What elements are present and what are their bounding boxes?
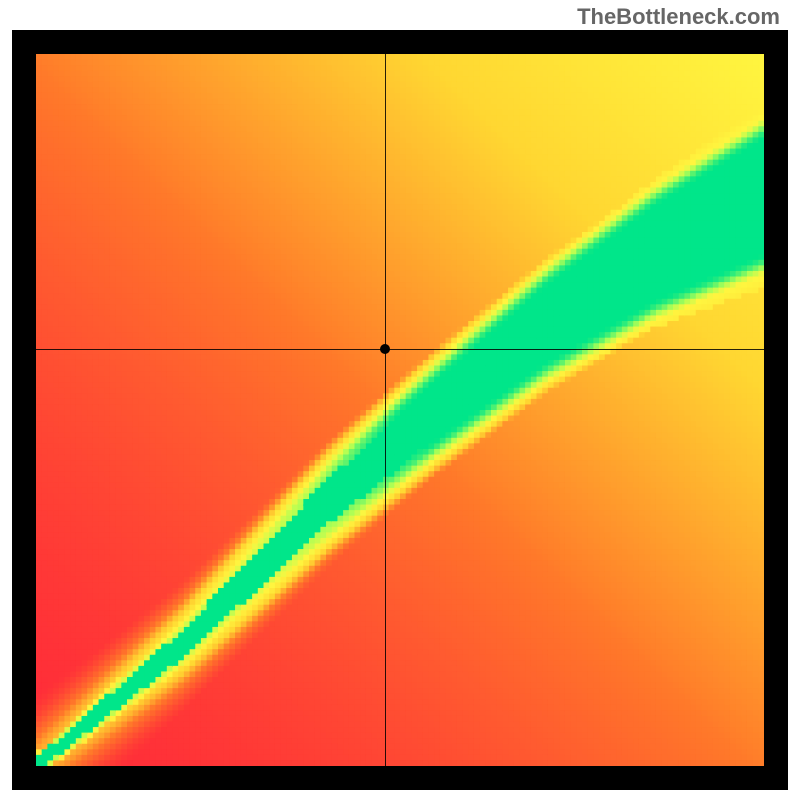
- chart-frame: [12, 30, 788, 790]
- crosshair-horizontal: [36, 349, 764, 350]
- heatmap-plot: [36, 54, 764, 766]
- heatmap-canvas: [36, 54, 764, 766]
- marker-dot: [380, 344, 390, 354]
- attribution-text: TheBottleneck.com: [577, 4, 780, 30]
- crosshair-vertical: [385, 54, 386, 766]
